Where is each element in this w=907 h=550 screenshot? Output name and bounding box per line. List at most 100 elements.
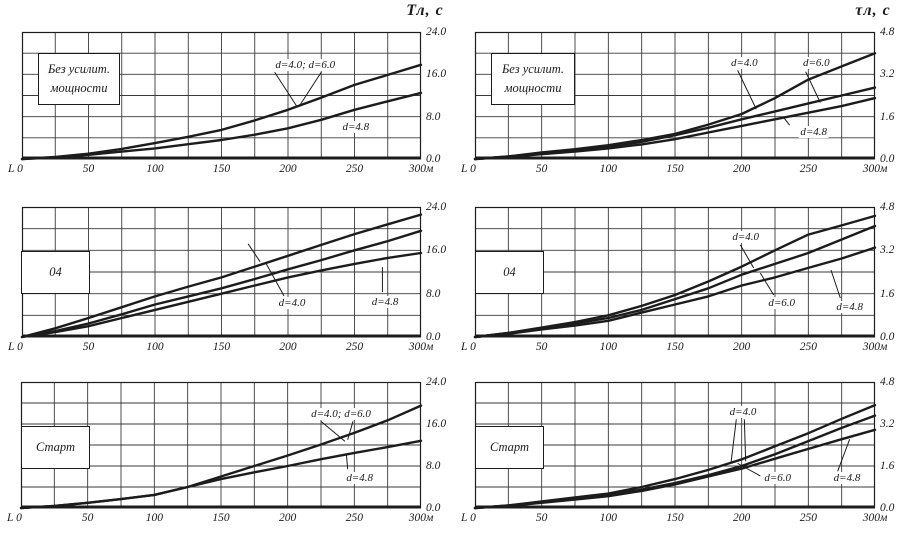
curve-d=4.8	[20, 251, 423, 339]
x-tick-label: 200	[279, 341, 297, 353]
x-tick-label: 150	[212, 512, 230, 524]
y-tick-label: 3.2	[880, 418, 895, 430]
panel-label-middle-left: 04	[21, 251, 90, 294]
x-tick-label: 100	[599, 341, 617, 353]
chart-top-left	[20, 31, 423, 161]
leader-line	[247, 243, 261, 262]
leader-line	[345, 453, 349, 470]
curve-d=4.0	[20, 229, 423, 339]
y-tick-label: 3.2	[880, 68, 895, 81]
y-tick-label: 0.0	[880, 502, 895, 514]
panel-label-line: Старт	[489, 439, 530, 454]
y-tick-label: 0.0	[426, 331, 441, 343]
y-tick-label: 8.0	[426, 460, 441, 472]
y-tick-label: 1.6	[880, 287, 895, 300]
panel-label-line: Без усилит.	[47, 61, 111, 76]
x-tick-label: 250	[345, 512, 363, 524]
x-tick-label: 300м	[408, 341, 434, 353]
y-tick-label: 24.0	[426, 376, 447, 388]
leader-line	[782, 116, 791, 126]
curve-label: d=4.8	[831, 472, 863, 485]
leader-line	[274, 71, 298, 108]
x-tick-label: 200	[279, 163, 297, 175]
y-axis-title-right: τл, с	[855, 2, 891, 19]
x-tick-label: L 0	[8, 163, 23, 175]
panel-label-line: мощности	[50, 81, 108, 95]
y-tick-label: 16.0	[426, 418, 447, 430]
curve-label: d=4.0; d=6.0	[273, 58, 338, 71]
curve-label: d=4.8	[369, 295, 401, 308]
leader-line	[737, 462, 761, 477]
x-tick-label: 250	[799, 341, 817, 353]
y-tick-label: 16.0	[426, 68, 447, 81]
x-tick-label: 100	[145, 512, 163, 524]
curve-d=4.0	[473, 214, 877, 339]
y-tick-label: 16.0	[426, 244, 447, 257]
curve-d=4.8	[19, 439, 423, 510]
x-tick-label: 200	[279, 512, 297, 524]
y-tick-label: 4.8	[880, 201, 895, 213]
x-tick-label: 100	[599, 163, 617, 175]
x-tick-label: 250	[799, 163, 817, 175]
curve-label: d=4.8	[344, 472, 375, 485]
x-tick-label: 50	[535, 163, 548, 175]
panel-label-line: 04	[49, 264, 62, 279]
x-tick-label: L 0	[461, 163, 476, 175]
curve-label: d=4.8	[340, 121, 372, 134]
panel-label-top-right: Без усилит. мощности	[491, 53, 575, 105]
x-tick-label: 250	[799, 512, 817, 524]
y-tick-label: 0.0	[426, 153, 441, 165]
leader-line	[830, 269, 841, 299]
chart-middle-left	[20, 206, 423, 339]
y-tick-label: 1.6	[880, 110, 895, 123]
panel-label-bottom-left: Старт	[21, 426, 90, 469]
x-tick-label: 50	[82, 163, 95, 175]
y-tick-label: 24.0	[426, 201, 447, 213]
panel-label-line: Без усилит.	[501, 61, 565, 76]
leader-line	[837, 439, 851, 472]
leader-line	[739, 244, 755, 269]
chart-bottom-left	[19, 381, 423, 510]
x-tick-label: 250	[345, 341, 364, 353]
x-tick-label: 200	[733, 163, 751, 175]
curve-d=4.0	[473, 52, 877, 161]
x-tick-label: L 0	[461, 512, 476, 524]
curve-d=4.8	[473, 96, 877, 161]
y-tick-label: 8.0	[426, 110, 441, 123]
y-tick-label: 0.0	[880, 331, 895, 343]
y-tick-label: 8.0	[426, 287, 441, 300]
x-tick-label: 300м	[408, 512, 434, 524]
leader-line	[299, 71, 322, 106]
x-tick-label: 150	[666, 163, 684, 175]
leader-line	[730, 419, 737, 463]
leader-line	[743, 419, 747, 462]
x-tick-label: L 0	[461, 341, 476, 353]
curve-d=4.8	[473, 246, 877, 339]
panel-label-bottom-right: Старт	[475, 426, 544, 469]
x-tick-label: 150	[666, 512, 684, 524]
y-tick-label: 0.0	[880, 153, 895, 165]
x-tick-label: 300м	[408, 163, 434, 175]
curve-label: d=4.8	[798, 125, 829, 138]
leader-line	[320, 420, 346, 442]
x-tick-label: 150	[212, 163, 231, 175]
y-tick-label: 1.6	[880, 460, 895, 472]
panel-label-line: 04	[503, 264, 516, 279]
leader-line	[805, 71, 821, 103]
curve-label: d=4.0	[276, 296, 308, 309]
panel-label-line: мощности	[504, 81, 562, 95]
x-tick-label: 300м	[862, 512, 888, 524]
curve-unlabeled	[20, 213, 423, 339]
leader-line	[264, 262, 285, 297]
y-tick-label: 4.8	[880, 26, 895, 38]
curve-label: d=4.0	[730, 231, 761, 244]
panel-label-line: Старт	[35, 439, 76, 454]
x-tick-label: 50	[82, 341, 95, 353]
x-tick-label: 250	[345, 163, 364, 175]
x-tick-label: 50	[535, 512, 548, 524]
x-tick-label: 100	[599, 512, 617, 524]
x-tick-label: 200	[733, 512, 751, 524]
leader-line	[347, 421, 354, 440]
curve-label: d=6.0	[800, 56, 832, 69]
